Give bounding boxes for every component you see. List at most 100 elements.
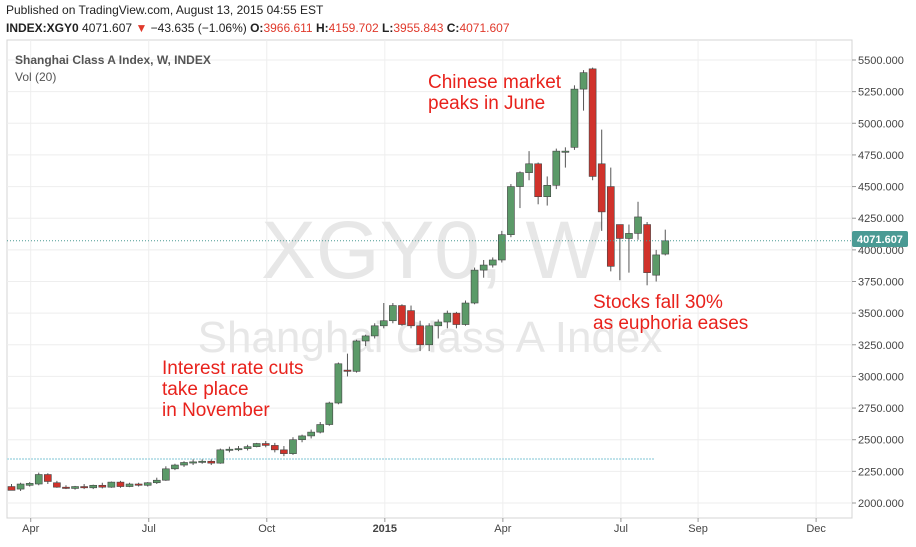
candle bbox=[289, 437, 297, 455]
candle-body bbox=[143, 482, 152, 486]
candle-body bbox=[552, 150, 561, 186]
candle-body bbox=[643, 224, 651, 273]
low-label: L: bbox=[382, 21, 394, 35]
candle bbox=[334, 362, 343, 405]
y-axis[interactable]: 5500.000 5250.000 5000.000 4750.000 4500.000… bbox=[852, 55, 904, 510]
candle-body bbox=[488, 259, 497, 266]
x-axis[interactable]: Apr Jul Oct 2015 Apr Jul Sep Dec bbox=[22, 518, 826, 535]
candle bbox=[143, 482, 152, 487]
y-tick-label: 2000.000 bbox=[858, 498, 904, 510]
annotation-line: in November bbox=[162, 400, 270, 421]
candle-body bbox=[252, 443, 261, 447]
candle bbox=[225, 446, 234, 453]
candle-body bbox=[661, 240, 670, 255]
annotation-peak: Chinese market peaks in June bbox=[428, 72, 562, 114]
candle-body bbox=[16, 483, 25, 490]
grid-lines bbox=[7, 40, 852, 518]
close-value: 4071.607 bbox=[459, 21, 510, 35]
candle-body bbox=[507, 186, 515, 235]
candle-body bbox=[289, 439, 297, 454]
candle-body bbox=[225, 448, 234, 451]
candle-body bbox=[625, 233, 633, 239]
y-tick-label: 3250.000 bbox=[858, 340, 904, 352]
candle bbox=[379, 303, 388, 329]
price-change: −43.635 (−1.06%) bbox=[150, 21, 247, 35]
candle bbox=[507, 184, 515, 238]
x-tick-label: Sep bbox=[688, 523, 708, 535]
candle-body bbox=[152, 479, 161, 484]
candle bbox=[352, 339, 361, 373]
candle bbox=[316, 421, 325, 434]
candle-body bbox=[307, 431, 315, 437]
candle-body bbox=[298, 435, 306, 441]
candle-body bbox=[234, 448, 243, 451]
candle bbox=[271, 442, 279, 453]
candle-body bbox=[162, 468, 170, 481]
candle-body bbox=[7, 486, 16, 491]
y-tick-label: 4250.000 bbox=[858, 213, 904, 225]
candle bbox=[579, 70, 588, 111]
candle bbox=[416, 320, 424, 352]
candle-body bbox=[62, 486, 70, 489]
candle bbox=[16, 482, 25, 491]
candle-body bbox=[107, 481, 116, 488]
candle-body bbox=[461, 302, 470, 325]
candle bbox=[534, 162, 542, 205]
watermark-symbol: XGY0, W bbox=[261, 205, 603, 296]
candle bbox=[389, 303, 397, 324]
annotation-line: as euphoria eases bbox=[593, 313, 748, 334]
candle-body bbox=[134, 483, 143, 486]
open-value: 3966.611 bbox=[263, 21, 313, 35]
candle bbox=[162, 466, 170, 481]
legend-volume[interactable]: Vol (20) bbox=[15, 70, 56, 84]
candle bbox=[461, 300, 470, 326]
candle-body bbox=[498, 234, 506, 261]
x-tick-label: Apr bbox=[22, 523, 39, 535]
y-tick-label: 4500.000 bbox=[858, 182, 904, 194]
y-tick-label: 2750.000 bbox=[858, 403, 904, 415]
candle bbox=[525, 151, 533, 181]
candle bbox=[407, 305, 415, 329]
candle-body bbox=[198, 460, 206, 463]
y-tick-label: 2250.000 bbox=[858, 466, 904, 478]
candle-body bbox=[379, 320, 388, 327]
candle bbox=[207, 459, 216, 466]
legend-title[interactable]: Shanghai Class A Index, W, INDEX bbox=[15, 53, 211, 67]
candle-body bbox=[389, 305, 397, 322]
candle bbox=[606, 167, 615, 272]
candle-body bbox=[89, 484, 98, 489]
annotation-line: Stocks fall 30% bbox=[593, 292, 723, 313]
candle-series bbox=[7, 67, 670, 491]
published-note: Published on TradingView.com, August 13,… bbox=[6, 3, 324, 17]
x-tick-label: 2015 bbox=[373, 523, 397, 535]
candle bbox=[588, 67, 597, 181]
x-tick-label: Oct bbox=[258, 523, 275, 535]
candle bbox=[452, 311, 461, 329]
candle-body bbox=[434, 321, 443, 327]
candle-body bbox=[652, 254, 660, 276]
symbol-label[interactable]: INDEX:XGY0 bbox=[6, 21, 79, 35]
candle-body bbox=[398, 305, 406, 325]
candle bbox=[443, 310, 452, 329]
candle bbox=[71, 485, 79, 490]
candle bbox=[180, 461, 188, 467]
candle-body bbox=[44, 474, 52, 482]
candle bbox=[243, 444, 252, 451]
candle bbox=[616, 224, 624, 281]
candle-body bbox=[470, 269, 479, 304]
candle bbox=[280, 446, 288, 457]
candle-body bbox=[570, 88, 579, 148]
candle bbox=[125, 482, 134, 488]
candle bbox=[552, 148, 561, 190]
candle-body bbox=[516, 172, 524, 187]
candle bbox=[661, 229, 670, 256]
candle bbox=[561, 147, 570, 168]
x-tick-label: Jul bbox=[142, 523, 156, 535]
x-tick-label: Jul bbox=[614, 523, 628, 535]
candle bbox=[343, 353, 352, 377]
candle bbox=[516, 171, 524, 209]
plot-area[interactable] bbox=[6, 39, 853, 519]
price-badge-box bbox=[852, 231, 908, 247]
candle bbox=[134, 482, 143, 487]
